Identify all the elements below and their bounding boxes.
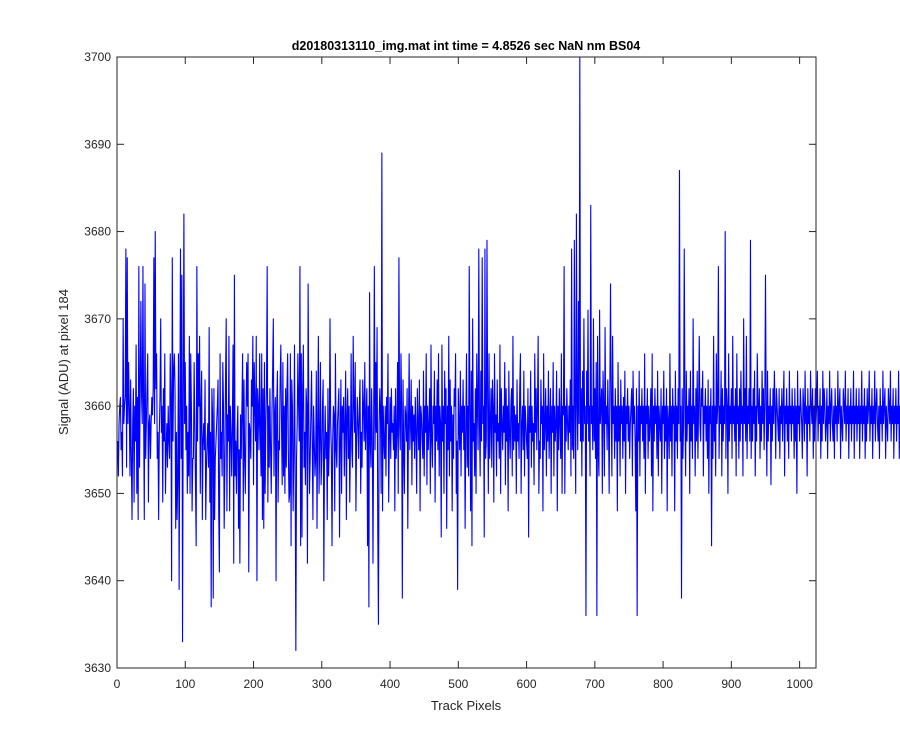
y-axis: 3630 3640 3650 3660 3670 3680 3690 3700 (84, 50, 816, 675)
series-layer (117, 56, 900, 652)
x-tick-label: 400 (380, 677, 400, 691)
plot-frame (116, 56, 817, 669)
x-tick-label: 600 (517, 677, 537, 691)
x-tick-label: 200 (244, 677, 264, 691)
x-tick-label: 300 (312, 677, 332, 691)
y-tick-label: 3640 (84, 574, 111, 588)
y-tick-label: 3680 (84, 225, 111, 239)
y-tick-label: 3660 (84, 399, 111, 413)
y-tick-label: 3700 (84, 50, 111, 64)
x-axis: 0 100 200 300 400 500 600 700 800 900 1000 (114, 57, 813, 691)
x-tick-label: 700 (585, 677, 605, 691)
x-tick-label: 500 (448, 677, 468, 691)
series-line-0 (117, 56, 900, 652)
y-tick-label: 3630 (84, 661, 111, 675)
y-tick-label: 3690 (84, 137, 111, 151)
x-tick-label: 0 (114, 677, 121, 691)
x-tick-label: 100 (175, 677, 195, 691)
y-axis-label: Signal (ADU) at pixel 184 (56, 289, 71, 435)
x-tick-label: 1000 (786, 677, 813, 691)
y-tick-label: 3650 (84, 486, 111, 500)
x-tick-label: 900 (721, 677, 741, 691)
y-tick-label: 3670 (84, 312, 111, 326)
chart-title: d20180313110_img.mat int time = 4.8526 s… (292, 39, 641, 53)
x-axis-label: Track Pixels (431, 698, 502, 713)
x-tick-label: 800 (653, 677, 673, 691)
